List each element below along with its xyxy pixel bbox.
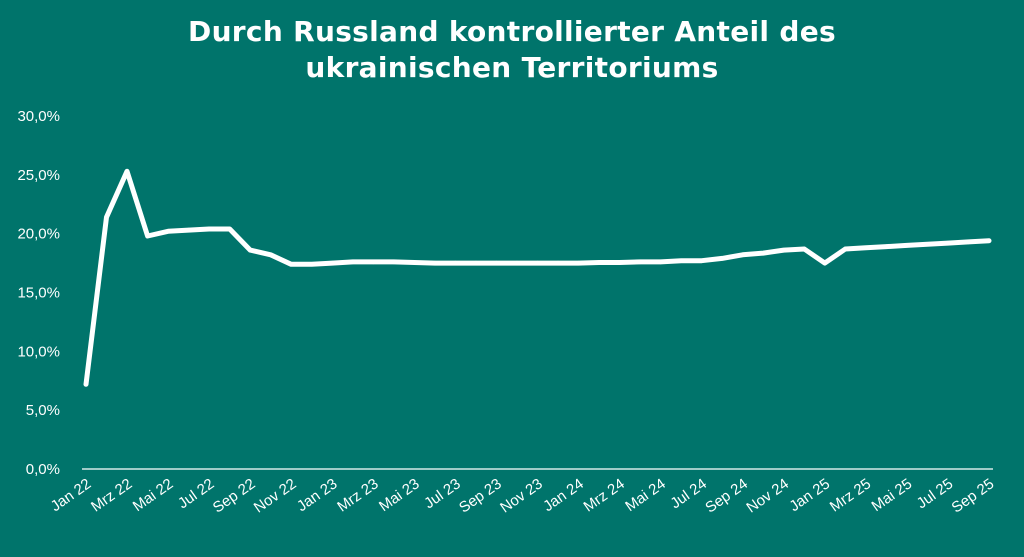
data-point xyxy=(83,382,89,387)
data-point xyxy=(761,250,766,256)
data-point xyxy=(658,259,663,265)
y-axis: 0,0% 5,0% 10,0% 15,0% 20,0% 25,0% 30,0% xyxy=(17,108,60,478)
x-tick-label: Nov 23 xyxy=(497,475,546,516)
x-tick-label: Mrz 22 xyxy=(88,475,135,515)
data-point xyxy=(843,246,848,252)
data-point xyxy=(740,252,745,258)
x-tick-label: Nov 24 xyxy=(743,475,792,516)
data-point xyxy=(145,233,150,239)
data-point xyxy=(822,260,828,266)
y-tick-label: 30,0% xyxy=(17,108,60,125)
x-tick-label: Mrz 24 xyxy=(581,475,628,515)
chart-title-line-1: Durch Russland kontrollierter Anteil des xyxy=(188,15,836,48)
data-point xyxy=(330,260,335,266)
data-point xyxy=(104,214,109,220)
x-tick-label: Jan 22 xyxy=(48,475,95,515)
x-tick-label: Mrz 23 xyxy=(334,475,381,515)
data-point xyxy=(555,260,561,266)
x-tick-label: Mai 23 xyxy=(376,475,423,515)
x-tick-label: Sep 22 xyxy=(210,475,259,516)
data-point xyxy=(165,229,171,234)
drop-lines xyxy=(85,171,990,469)
data-point xyxy=(986,238,992,243)
x-tick-label: Mrz 25 xyxy=(827,475,874,515)
data-point xyxy=(576,260,581,266)
chart-title: Durch Russland kontrollierter Anteil des… xyxy=(0,14,1024,86)
data-point xyxy=(186,227,191,233)
data-point xyxy=(494,260,499,266)
data-point xyxy=(678,258,684,263)
data-point xyxy=(863,245,869,250)
x-tick-label: Jul 22 xyxy=(175,475,218,512)
data-point xyxy=(350,259,355,265)
series-layer xyxy=(83,168,992,387)
y-tick-label: 5,0% xyxy=(26,402,60,419)
y-tick-label: 15,0% xyxy=(17,285,60,302)
data-point xyxy=(637,259,643,265)
x-tick-label: Mai 22 xyxy=(130,475,177,515)
data-point xyxy=(596,260,602,265)
x-tick-label: Mai 25 xyxy=(869,475,916,515)
data-point xyxy=(473,260,479,266)
data-point xyxy=(124,169,130,174)
data-point xyxy=(699,258,704,263)
data-point xyxy=(781,247,786,253)
data-point xyxy=(268,252,273,258)
data-point xyxy=(617,260,622,265)
data-point xyxy=(925,242,930,247)
data-point xyxy=(535,260,540,266)
y-tick-label: 10,0% xyxy=(17,343,60,360)
data-point xyxy=(514,260,520,266)
x-tick-label: Jan 25 xyxy=(786,475,833,515)
data-point xyxy=(371,259,376,265)
data-point xyxy=(884,244,889,249)
data-point xyxy=(432,260,438,266)
data-point xyxy=(802,246,807,252)
data-point xyxy=(247,247,253,253)
data-point xyxy=(227,226,232,232)
data-point xyxy=(966,239,971,245)
data-point xyxy=(720,256,725,261)
x-tick-label: Sep 25 xyxy=(949,475,998,516)
y-tick-label: 25,0% xyxy=(17,167,60,184)
y-tick-label: 0,0% xyxy=(26,461,60,478)
x-tick-label: Mai 24 xyxy=(622,475,669,515)
x-tick-label: Jul 25 xyxy=(914,475,957,512)
x-tick-label: Sep 23 xyxy=(456,475,505,516)
data-point xyxy=(391,259,397,265)
x-tick-label: Sep 24 xyxy=(702,475,751,516)
chart-title-line-2: ukrainischen Territoriums xyxy=(305,51,719,84)
x-tick-label: Jan 24 xyxy=(540,475,587,515)
data-point xyxy=(309,262,314,267)
data-point xyxy=(904,243,910,248)
data-point xyxy=(412,260,417,265)
data-point xyxy=(206,226,212,232)
x-tick-label: Jul 23 xyxy=(421,475,464,512)
data-point xyxy=(945,240,951,246)
x-tick-label: Nov 22 xyxy=(251,475,300,516)
x-tick-label: Jul 24 xyxy=(667,475,710,512)
data-point xyxy=(453,260,458,266)
x-tick-label: Jan 23 xyxy=(294,475,341,515)
data-point xyxy=(289,262,294,267)
y-tick-label: 20,0% xyxy=(17,226,60,243)
